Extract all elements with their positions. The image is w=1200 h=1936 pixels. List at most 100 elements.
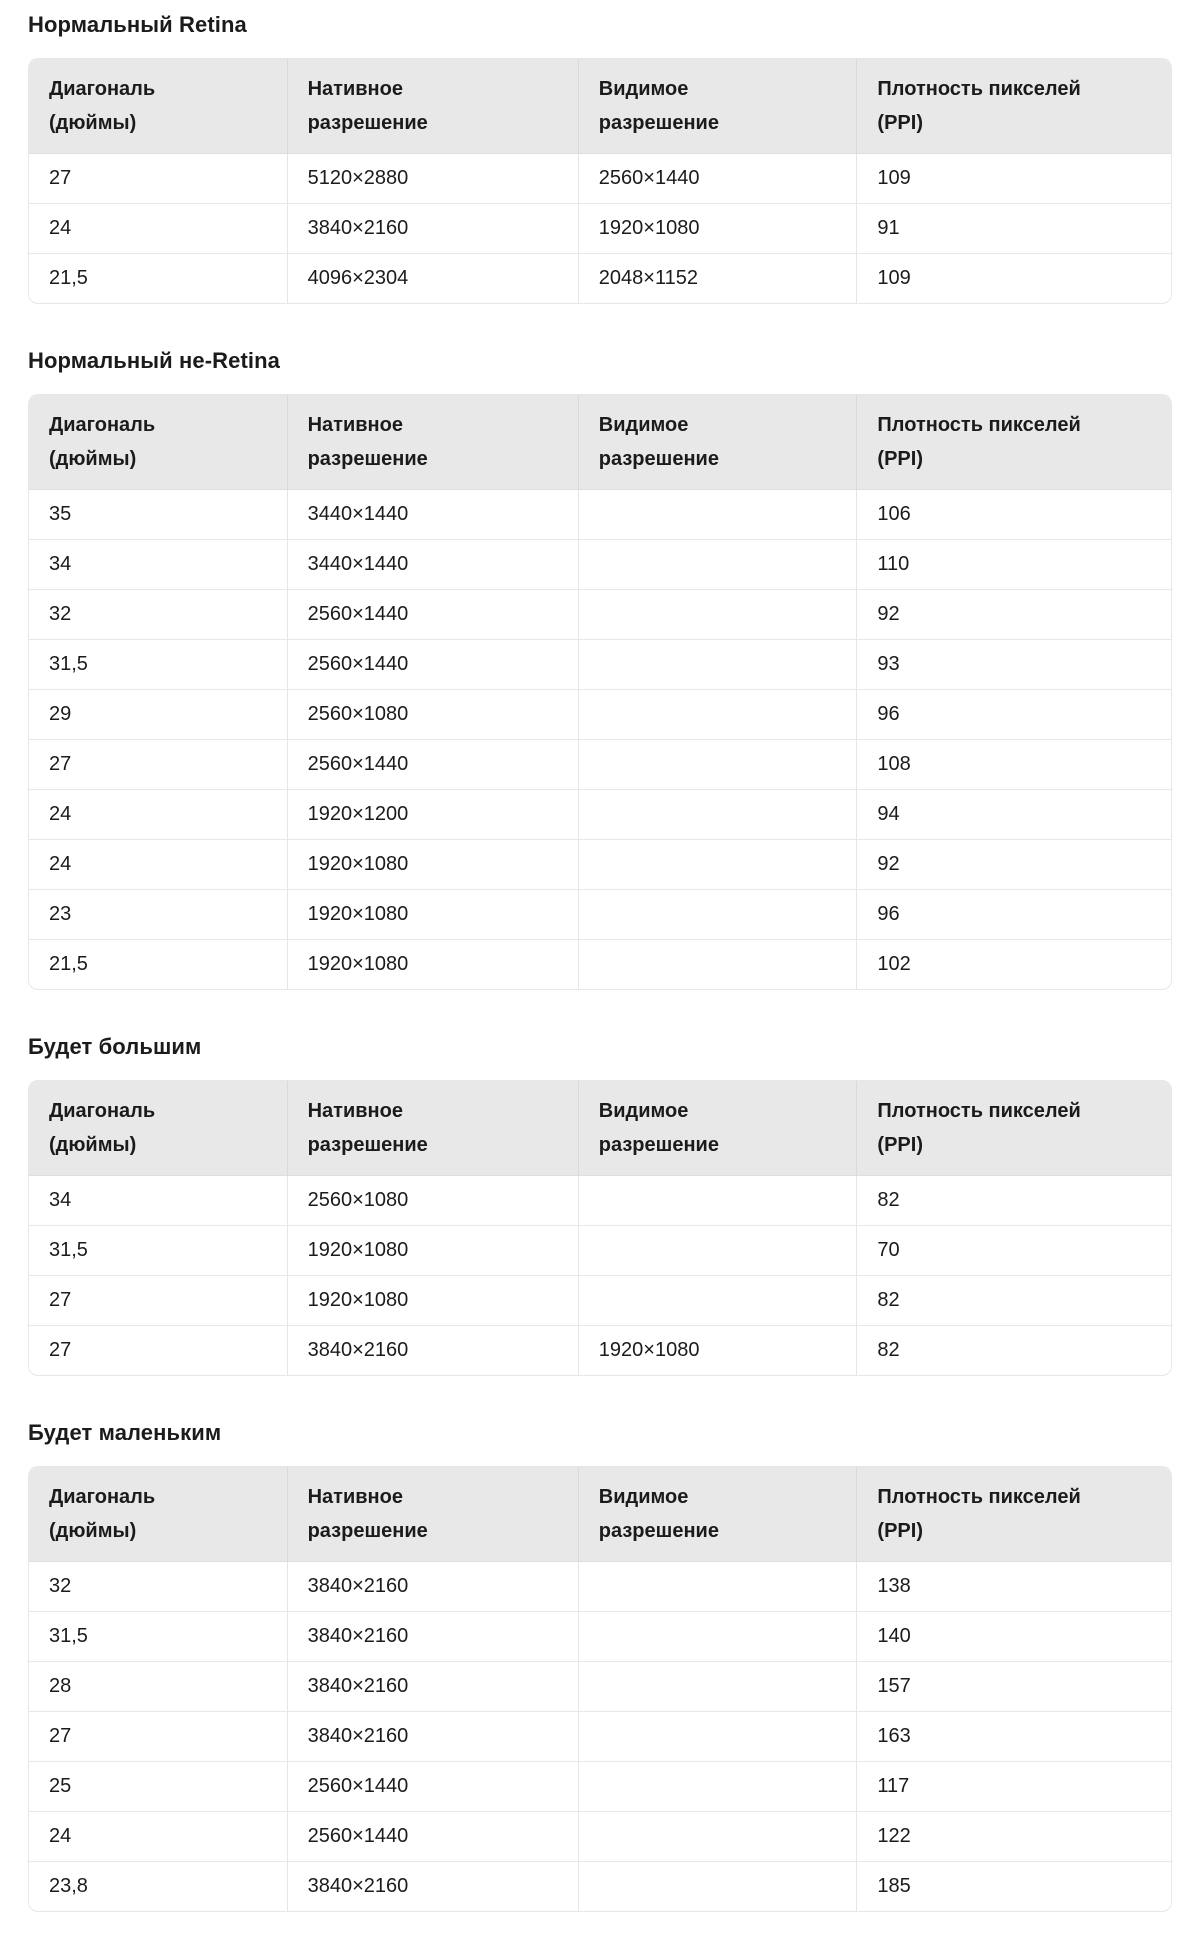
- header-line: разрешение: [598, 112, 719, 134]
- table-cell: [577, 639, 857, 690]
- table-row: 27 3840×2160 1920×1080 82: [29, 1325, 1171, 1375]
- table-row: 24 2560×1440 122: [29, 1811, 1171, 1862]
- table-cell: [577, 689, 857, 740]
- table-cell: 4096×2304: [286, 253, 579, 303]
- table-cell: [577, 939, 857, 989]
- table-cell: 32: [49, 1575, 72, 1597]
- monitor-table: Диагональ (дюймы) Нативное разрешение Ви…: [29, 1467, 1171, 1911]
- header-line: Видимое: [598, 414, 689, 436]
- table-cell: 91: [856, 203, 1171, 254]
- table-cell: 1920×1080: [286, 1275, 579, 1326]
- table-cell: 109: [856, 153, 1171, 204]
- table-row: 23,8 3840×2160 185: [29, 1861, 1171, 1911]
- table-cell: 27: [29, 1325, 288, 1375]
- section-normal-retina: Нормальный Retina Диагональ (дюймы) Нати…: [28, 12, 1172, 304]
- header-line: Видимое: [598, 78, 689, 100]
- table-cell: 27: [29, 1275, 288, 1326]
- table-row: 35 3440×1440 106: [29, 489, 1171, 540]
- table-cell: [577, 1175, 857, 1226]
- table-cell: [577, 1275, 857, 1326]
- table-cell: 138: [856, 1561, 1171, 1612]
- table-cell: 2560×1440: [286, 639, 579, 690]
- header-row: Диагональ (дюймы) Нативное разрешение Ви…: [29, 1081, 1171, 1176]
- table-cell: [577, 1811, 857, 1862]
- table-cell: 21,5: [29, 253, 288, 303]
- section-will-be-big: Будет большим Диагональ (дюймы) Нативное…: [28, 1034, 1172, 1376]
- monitor-table-card: Диагональ (дюймы) Нативное разрешение Ви…: [28, 394, 1172, 990]
- table-cell: 82: [856, 1275, 1171, 1326]
- table-cell: 25: [29, 1761, 288, 1812]
- table-cell: 35: [49, 503, 72, 525]
- table-cell: 185: [856, 1861, 1171, 1911]
- table-cell: 28: [29, 1661, 288, 1712]
- col-header-visible-resolution: Видимое разрешение: [577, 395, 857, 490]
- header-line: разрешение: [307, 112, 428, 134]
- table-cell: 163: [856, 1711, 1171, 1762]
- header-line: разрешение: [307, 1520, 428, 1542]
- col-header-native-resolution: Нативное разрешение: [286, 1467, 579, 1562]
- header-line: Нативное: [307, 78, 403, 100]
- table-row: 29 2560×1080 96: [29, 689, 1171, 740]
- header-line: разрешение: [307, 1134, 428, 1156]
- table-cell: [577, 489, 857, 540]
- table-cell: 27: [29, 739, 288, 790]
- table-cell: 1920×1080: [286, 839, 579, 890]
- table-cell: 92: [856, 839, 1171, 890]
- header-line: Плотность пикселей: [877, 414, 1081, 436]
- monitor-table: Диагональ (дюймы) Нативное разрешение Ви…: [29, 59, 1171, 303]
- table-cell: 29: [29, 689, 288, 740]
- table-row: 27 5120×2880 2560×1440 109: [29, 153, 1171, 204]
- table-cell: 3840×2160: [286, 1561, 579, 1612]
- table-cell: 23: [29, 889, 288, 940]
- table-row: 28 3840×2160 157: [29, 1661, 1171, 1712]
- table-cell: 24: [29, 203, 288, 254]
- table-cell: 3440×1440: [286, 489, 579, 540]
- table-cell: [577, 1761, 857, 1812]
- header-row: Диагональ (дюймы) Нативное разрешение Ви…: [29, 59, 1171, 154]
- col-header-pixel-density: Плотность пикселей (PPI): [856, 1081, 1171, 1176]
- table-cell: 5120×2880: [286, 153, 579, 204]
- table-cell: 2560×1440: [286, 589, 579, 640]
- table-cell: 96: [856, 689, 1171, 740]
- monitor-table-card: Диагональ (дюймы) Нативное разрешение Ви…: [28, 1466, 1172, 1912]
- table-cell: [577, 789, 857, 840]
- table-cell: [577, 1611, 857, 1662]
- table-cell: 2560×1080: [286, 689, 579, 740]
- table-row: 24 3840×2160 1920×1080 91: [29, 203, 1171, 254]
- header-line: Видимое: [598, 1100, 689, 1122]
- monitor-table: Диагональ (дюймы) Нативное разрешение Ви…: [29, 395, 1171, 989]
- col-header-visible-resolution: Видимое разрешение: [577, 59, 857, 154]
- header-line: Плотность пикселей: [877, 1486, 1081, 1508]
- table-row: 32 3840×2160 138: [29, 1561, 1171, 1612]
- table-cell: [577, 1861, 857, 1911]
- header-line: (дюймы): [49, 448, 137, 470]
- table-cell: 1920×1080: [286, 939, 579, 989]
- table-row: 27 1920×1080 82: [29, 1275, 1171, 1326]
- table-cell: 24: [29, 1811, 288, 1862]
- section-title: Будет большим: [28, 1034, 202, 1059]
- table-cell: 32: [29, 589, 288, 640]
- col-header-pixel-density: Плотность пикселей (PPI): [856, 395, 1171, 490]
- header-line: (PPI): [877, 1520, 923, 1542]
- table-cell: 2560×1440: [286, 1761, 579, 1812]
- header-line: разрешение: [598, 1520, 719, 1542]
- table-cell: [577, 539, 857, 590]
- header-line: (дюймы): [49, 1134, 137, 1156]
- col-header-diagonal: Диагональ (дюймы): [29, 1467, 288, 1562]
- col-header-diagonal: Диагональ (дюймы): [29, 395, 288, 490]
- header-line: Плотность пикселей: [877, 78, 1081, 100]
- table-cell: 70: [856, 1225, 1171, 1276]
- table-cell: [577, 1661, 857, 1712]
- table-cell: 109: [856, 253, 1171, 303]
- table-cell: 96: [856, 889, 1171, 940]
- header-line: Диагональ: [49, 78, 156, 100]
- table-row: 32 2560×1440 92: [29, 589, 1171, 640]
- header-line: Видимое: [598, 1486, 689, 1508]
- header-line: (PPI): [877, 112, 923, 134]
- table-cell: 110: [856, 539, 1171, 590]
- table-row: 34 3440×1440 110: [29, 539, 1171, 590]
- header-line: (дюймы): [49, 112, 137, 134]
- table-cell: 1920×1080: [577, 1325, 857, 1375]
- monitor-table-card: Диагональ (дюймы) Нативное разрешение Ви…: [28, 1080, 1172, 1376]
